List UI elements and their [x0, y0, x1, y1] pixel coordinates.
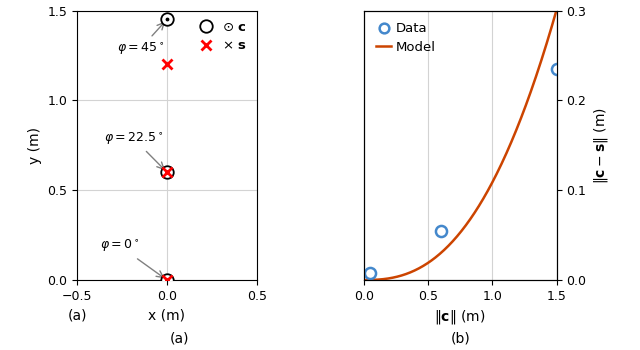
Text: (a): (a) [170, 332, 189, 346]
X-axis label: $\|\mathbf{c}\|$ (m): $\|\mathbf{c}\|$ (m) [435, 308, 486, 326]
Y-axis label: $\|\mathbf{c} - \mathbf{s}\|$ (m): $\|\mathbf{c} - \mathbf{s}\|$ (m) [592, 107, 610, 184]
Legend: Data, Model: Data, Model [371, 17, 441, 59]
Text: $\varphi = 22.5^\circ$: $\varphi = 22.5^\circ$ [104, 131, 164, 169]
Legend: $\odot$ $\mathbf{c}$, $\times$ $\mathbf{s}$: $\odot$ $\mathbf{c}$, $\times$ $\mathbf{… [189, 17, 250, 56]
Text: $\varphi = 45^\circ$: $\varphi = 45^\circ$ [116, 23, 164, 57]
Text: (b): (b) [451, 332, 470, 346]
Text: $\varphi = 0^\circ$: $\varphi = 0^\circ$ [100, 238, 163, 278]
Y-axis label: y (m): y (m) [28, 127, 42, 164]
Text: (a): (a) [67, 309, 87, 323]
X-axis label: x (m): x (m) [148, 308, 186, 322]
